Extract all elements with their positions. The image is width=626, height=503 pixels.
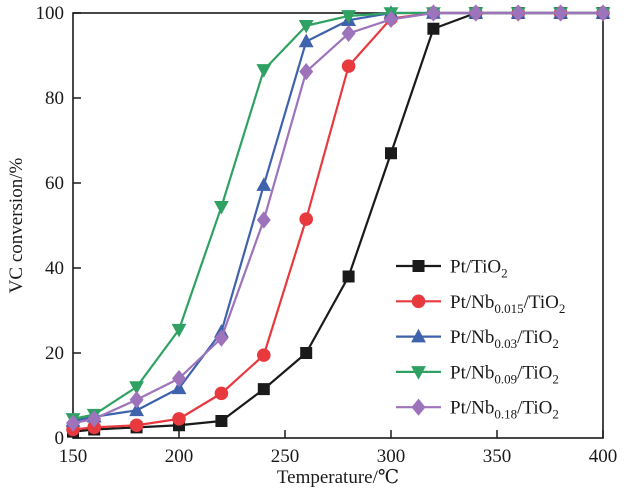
legend-marker-icon: [411, 366, 426, 380]
y-axis-tick-label: 60: [45, 173, 64, 194]
data-point-marker-icon: [299, 212, 314, 226]
y-axis-tick-label: 100: [36, 3, 65, 24]
data-point-marker-icon: [385, 147, 397, 160]
legend-label: Pt/Nb0.09/TiO2: [450, 362, 559, 386]
data-point-marker-icon: [341, 24, 356, 42]
series-line: [71, 11, 605, 425]
data-point-marker-icon: [384, 10, 398, 28]
data-point-marker-icon: [171, 380, 187, 395]
data-point-marker-icon: [129, 381, 144, 395]
data-point-marker-icon: [256, 211, 271, 229]
data-point-marker-icon: [468, 4, 483, 22]
y-axis-tick-label: 20: [45, 343, 64, 364]
legend-item-1: Pt/Nb0.015/TiO2: [396, 292, 565, 316]
data-point-marker-icon: [172, 412, 186, 426]
data-point-marker-icon: [553, 4, 568, 22]
data-point-marker-icon: [257, 383, 270, 396]
legend-item-0: Pt/TiO2: [396, 257, 508, 281]
data-point-marker-icon: [342, 270, 355, 283]
data-point-marker-icon: [171, 323, 187, 338]
legend-item-3: Pt/Nb0.09/TiO2: [396, 362, 559, 386]
series-line: [71, 11, 605, 420]
x-axis-tick-label: 400: [589, 446, 618, 467]
data-point-marker-icon: [257, 348, 271, 362]
data-point-marker-icon: [215, 415, 228, 427]
data-point-marker-icon: [66, 414, 80, 432]
legend-label: Pt/Nb0.18/TiO2: [450, 398, 559, 422]
y-axis-tick-label: 80: [45, 88, 64, 109]
x-axis-tick-label: 200: [165, 446, 194, 467]
legend-item-2: Pt/Nb0.03/TiO2: [396, 327, 559, 351]
data-point-marker-icon: [427, 22, 440, 35]
data-point-marker-icon: [129, 391, 144, 409]
x-axis-tick-label: 300: [377, 446, 406, 467]
legend-marker-icon: [411, 328, 426, 343]
y-axis-tick-label: 40: [45, 258, 64, 279]
data-point-marker-icon: [256, 177, 272, 191]
data-point-marker-icon: [341, 59, 356, 73]
data-point-marker-icon: [426, 4, 441, 22]
plot-border: [72, 12, 604, 439]
legend-label: Pt/Nb0.015/TiO2: [450, 292, 565, 316]
data-point-marker-icon: [298, 33, 314, 48]
data-point-marker-icon: [298, 19, 314, 34]
x-axis-tick-label: 150: [59, 446, 88, 467]
data-point-marker-icon: [214, 386, 229, 401]
legend: Pt/TiO2 Pt/Nb0.015/TiO2 Pt/Nb0.03/TiO2 Pt/N…: [396, 257, 565, 422]
legend-marker-icon: [411, 398, 426, 416]
x-axis-tick-label: 250: [271, 446, 300, 467]
data-point-marker-icon: [256, 64, 272, 78]
data-point-marker-icon: [214, 329, 229, 347]
legend-marker-icon: [411, 294, 426, 309]
data-point-marker-icon: [214, 201, 229, 215]
legend-item-4: Pt/Nb0.18/TiO2: [396, 398, 559, 422]
legend-label: Pt/TiO2: [450, 257, 508, 281]
data-point-marker-icon: [129, 418, 144, 433]
data-point-marker-icon: [341, 10, 356, 24]
legend-marker-icon: [412, 260, 425, 272]
data-point-marker-icon: [172, 369, 186, 388]
data-point-marker-icon: [596, 4, 610, 22]
legend-label: Pt/Nb0.03/TiO2: [450, 327, 559, 351]
data-point-marker-icon: [129, 402, 144, 417]
y-axis-title: VC conversion/%: [6, 158, 27, 294]
data-point-marker-icon: [511, 4, 526, 22]
y-axis-tick-label: 0: [55, 428, 65, 449]
data-point-marker-icon: [87, 410, 102, 428]
x-axis-title: Temperature/℃: [277, 467, 399, 488]
x-axis-tick-label: 350: [483, 446, 512, 467]
series-4: [66, 4, 610, 432]
series-line: [71, 11, 605, 423]
data-point-marker-icon: [300, 347, 313, 359]
data-point-marker-icon: [299, 63, 314, 81]
